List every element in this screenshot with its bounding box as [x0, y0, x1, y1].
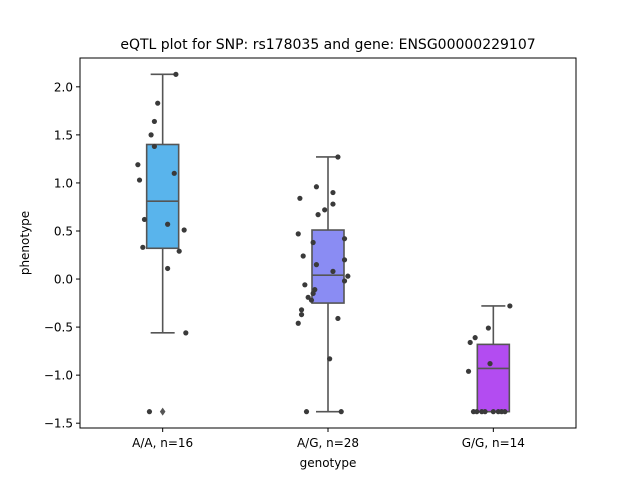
data-point — [308, 297, 315, 303]
data-point — [141, 216, 148, 223]
data-point — [330, 201, 336, 207]
box-iqr — [476, 343, 511, 413]
data-point — [135, 162, 141, 168]
x-axis-label: genotype — [300, 456, 357, 470]
data-point — [181, 227, 187, 233]
data-point — [315, 212, 321, 218]
data-point — [467, 339, 473, 346]
x-tick-label: A/A, n=16 — [132, 436, 193, 450]
y-axis-label: phenotype — [18, 211, 32, 275]
data-point — [490, 409, 496, 415]
data-point — [341, 278, 348, 284]
data-point — [295, 320, 301, 326]
data-point — [313, 262, 320, 268]
y-tick-label: 0.0 — [54, 273, 73, 287]
data-point — [173, 71, 179, 77]
y-tick-label: 2.0 — [54, 80, 73, 94]
data-point — [151, 118, 157, 125]
y-tick-label: 0.5 — [54, 224, 73, 238]
data-point — [485, 325, 491, 331]
data-point — [310, 290, 316, 297]
data-point — [151, 143, 157, 150]
y-tick-label: 1.5 — [54, 128, 73, 142]
data-point — [335, 154, 341, 160]
data-point — [482, 409, 488, 415]
x-axis: A/A, n=16 A/G, n=28 G/G, n=14 — [132, 428, 525, 450]
data-point — [171, 170, 177, 176]
data-point — [165, 221, 171, 227]
data-point — [302, 282, 308, 288]
chart-title: eQTL plot for SNP: rs178035 and gene: EN… — [120, 37, 535, 53]
data-point — [295, 231, 301, 237]
plot-frame — [79, 57, 577, 429]
y-axis: −1.5 −1.0 −0.5 0.0 0.5 1.0 1.5 2.0 — [44, 80, 80, 431]
data-point — [303, 409, 310, 415]
data-point — [310, 239, 316, 246]
data-point — [300, 253, 306, 259]
data-point — [298, 311, 305, 318]
data-point — [298, 307, 305, 313]
boxes-layer — [145, 73, 511, 416]
data-point — [487, 361, 493, 367]
data-point — [155, 100, 161, 106]
box-iqr — [145, 143, 180, 250]
y-tick-label: −1.0 — [44, 369, 73, 383]
data-point — [465, 368, 472, 374]
data-point — [341, 236, 348, 242]
data-point — [146, 409, 153, 415]
data-point — [313, 184, 320, 190]
box-group — [476, 305, 511, 413]
data-point — [330, 189, 336, 196]
y-tick-label: −0.5 — [44, 321, 73, 335]
box-group — [145, 73, 180, 416]
data-point — [148, 132, 154, 138]
points-layer — [135, 71, 513, 415]
data-point — [474, 409, 480, 415]
x-tick-label: A/G, n=28 — [297, 436, 359, 450]
data-point — [176, 248, 182, 254]
data-point — [338, 409, 344, 415]
data-point — [140, 244, 146, 250]
data-point — [507, 303, 513, 309]
data-point — [345, 273, 351, 279]
y-tick-label: 1.0 — [54, 176, 73, 190]
data-point — [136, 177, 143, 183]
data-point — [297, 195, 303, 201]
data-point — [502, 409, 508, 415]
data-point — [472, 335, 478, 341]
x-tick-label: G/G, n=14 — [462, 436, 525, 450]
outlier-marker — [159, 407, 166, 416]
data-point — [165, 265, 171, 272]
y-tick-label: −1.5 — [44, 417, 73, 431]
data-point — [327, 356, 333, 362]
data-point — [322, 207, 328, 213]
data-point — [330, 268, 336, 274]
data-point — [335, 315, 341, 322]
data-point — [341, 257, 348, 263]
data-point — [183, 330, 189, 336]
